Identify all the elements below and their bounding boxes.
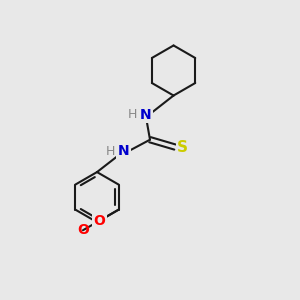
Text: O: O <box>77 223 89 237</box>
Text: N: N <box>118 145 129 158</box>
Text: N: N <box>140 108 152 122</box>
Text: O: O <box>94 214 106 228</box>
Text: S: S <box>176 140 188 154</box>
Text: H: H <box>128 108 137 121</box>
Text: H: H <box>106 145 115 158</box>
